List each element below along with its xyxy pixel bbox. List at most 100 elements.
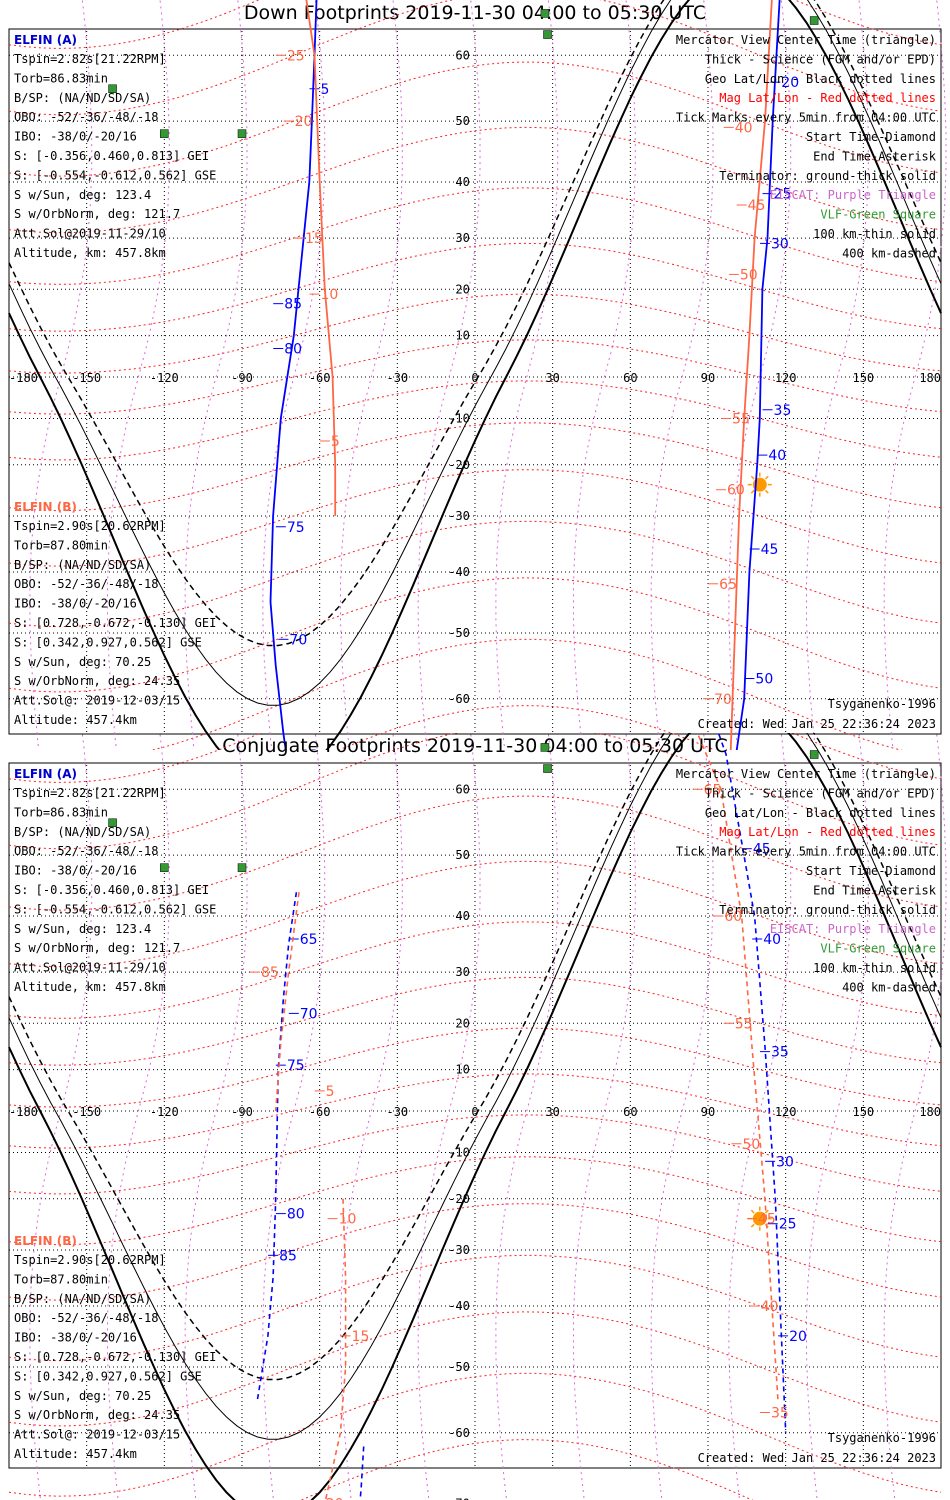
y-tick-label: -60: [448, 692, 470, 706]
time-tick-label: 70: [300, 1006, 318, 1022]
mag-latitude-line: [8, 577, 942, 693]
legend-entry: Mag Lat/Lon - Red dotted lines: [719, 825, 936, 839]
terminator-line: [8, 0, 942, 750]
elfin-a-info-line: B/SP: (NA/ND/SD/SA): [14, 825, 151, 839]
x-tick-label: 30: [545, 371, 559, 385]
y-tick-label: 50: [455, 114, 469, 128]
mag-latitude-line: [8, 0, 942, 49]
sun-ray: [750, 489, 755, 494]
mag-latitude-line: [8, 126, 942, 234]
y-tick-label: -50: [448, 626, 470, 640]
mag-latitude-line: [8, 1156, 942, 1246]
sun-ray: [764, 475, 769, 480]
legend-entry: 400 km-dashed: [842, 246, 936, 260]
mag-longitude-line: [184, 0, 248, 750]
legend-entry: End Time-Asterisk: [813, 883, 937, 897]
elfin-a-info-line: S w/Sun, deg: 123.4: [14, 922, 151, 936]
mag-longitude-line: [262, 733, 326, 1500]
legend-entry: Mercator View Center Time (triangle): [676, 33, 936, 47]
elfin-b-info-line: S w/OrbNorm, deg: 24.35: [14, 674, 180, 688]
legend-entry: Tick Marks every 5min from 04:00 UTC: [676, 111, 936, 125]
legend-entry: Geo Lat/Lon - Black dotted lines: [705, 72, 936, 86]
mag-longitude-line: [495, 0, 559, 750]
elfin-a-info-line: OBO: -52/-36/-48/-18: [14, 844, 159, 858]
elfin-a-info-line: S: [-0.356,0.460,0.813] GEI: [14, 149, 209, 163]
elfin-b-header: ELFIN (B): [14, 500, 77, 514]
elfin-a-info-line: S: [-0.554,-0.612,0.562] GSE: [14, 902, 216, 916]
time-tick-label: 85: [284, 297, 302, 313]
y-tick-label: -60: [448, 1426, 470, 1440]
conjugate-footprints-map: -180 -150 -120 -90 -60 -30 0 30 60 90 120 150 180 -70…: [8, 733, 947, 1500]
plot-frame: [8, 28, 942, 735]
y-tick-label: 50: [455, 848, 469, 862]
time-tick-label: 50: [755, 671, 773, 687]
elfin-a-info-line: OBO: -52/-36/-48/-18: [14, 110, 159, 124]
elfin-b-info-line: B/SP: (NA/ND/SD/SA): [14, 1292, 151, 1306]
elfin-a-info-line: Altitude, km: 457.8km: [14, 246, 166, 260]
sun-ray: [764, 1209, 769, 1214]
conjugate-footprints-panel: Conjugate Footprints 2019-11-30 04:00 to…: [0, 733, 950, 1500]
elfin-a-header: ELFIN (A): [14, 767, 77, 781]
legend-entry: 100 km-thin solid: [813, 227, 936, 241]
elfin-b-info-line: S w/Sun, deg: 70.25: [14, 655, 151, 669]
footprint-track: [274, 892, 300, 1112]
footprint-track: [729, 0, 773, 750]
legend-entry: Tick Marks every 5min from 04:00 UTC: [676, 845, 936, 859]
time-tick-label: 45: [758, 1212, 776, 1228]
elfin-a-info-line: Tspin=2.82s[21.22RPM]: [14, 786, 166, 800]
model-label: Tsyganenko-1996: [828, 697, 936, 711]
mag-longitude-line: [573, 733, 636, 1500]
elfin-b-info-line: Altitude: 457.4km: [14, 713, 137, 727]
elfin-a-info-line: S w/OrbNorm, deg: 121.7: [14, 207, 180, 221]
elfin-a-info-line: S w/OrbNorm, deg: 121.7: [14, 941, 180, 955]
time-tick-label: 40: [761, 1299, 779, 1315]
time-tick-label: 45: [761, 542, 779, 558]
legend-entry: Mag Lat/Lon - Red dotted lines: [719, 91, 936, 105]
x-tick-label: -120: [150, 1105, 179, 1119]
time-tick-label: 15: [305, 231, 323, 247]
elfin-b-info-line: Tspin=2.90s[20.62RPM]: [14, 1253, 166, 1267]
elfin-b-info-line: OBO: -52/-36/-48/-18: [14, 1311, 159, 1325]
terminator-line: [8, 0, 942, 647]
x-tick-label: 150: [852, 371, 874, 385]
sun-ray: [750, 475, 755, 480]
y-tick-label: -20: [448, 458, 470, 472]
x-tick-label: 60: [623, 1105, 637, 1119]
mag-latitude-line: [8, 469, 942, 567]
mag-latitude-line: [8, 1203, 942, 1301]
elfin-a-info-line: S: [-0.554,-0.612,0.562] GSE: [14, 168, 216, 182]
time-tick-label: 85: [261, 965, 279, 981]
elfin-b-info-line: B/SP: (NA/ND/SD/SA): [14, 558, 151, 572]
legend-entry: EISCAT: Purple Triangle: [770, 188, 936, 202]
mag-longitude-line: [29, 0, 93, 750]
time-tick-label: 55: [732, 411, 750, 427]
time-tick-label: 75: [287, 520, 305, 536]
terminator-line: [8, 733, 942, 1381]
mag-longitude-line: [728, 733, 792, 1500]
time-tick-label: 5: [320, 82, 329, 98]
mag-latitude-line: [8, 293, 942, 374]
y-tick-label: -30: [448, 509, 470, 523]
legend-entry: VLF-Green Square: [820, 942, 936, 956]
elfin-b-info-line: S: [0.728,-0.672,-0.130] GEI: [14, 1350, 216, 1364]
mag-latitude-line: [8, 61, 942, 177]
y-tick-label: 60: [455, 782, 469, 796]
mag-latitude-line: [8, 795, 942, 911]
legend-entry: Terminator: ground-thick solid: [719, 169, 936, 183]
elfin-b-info-line: Att.Sol@: 2019-12-03/15: [14, 1428, 180, 1442]
time-tick-label: 70: [714, 692, 732, 708]
time-tick-label: 25: [287, 48, 305, 64]
mag-longitude-line: [29, 733, 93, 1500]
elfin-a-info-line: S: [-0.356,0.460,0.813] GEI: [14, 883, 209, 897]
mag-longitude-line: [883, 0, 947, 750]
sun-ray: [750, 1209, 755, 1214]
x-tick-label: -90: [231, 371, 253, 385]
y-tick-label: -10: [448, 1145, 470, 1159]
y-tick-label: -40: [448, 1299, 470, 1313]
y-tick-label: 20: [455, 1016, 469, 1030]
x-tick-label: -30: [386, 371, 408, 385]
time-tick-label: 5: [331, 434, 340, 450]
y-tick-label: -70: [448, 1496, 470, 1500]
elfin-a-info-line: Altitude, km: 457.8km: [14, 980, 166, 994]
created-timestamp: Created: Wed Jan 25 22:36:24 2023: [698, 1451, 936, 1465]
